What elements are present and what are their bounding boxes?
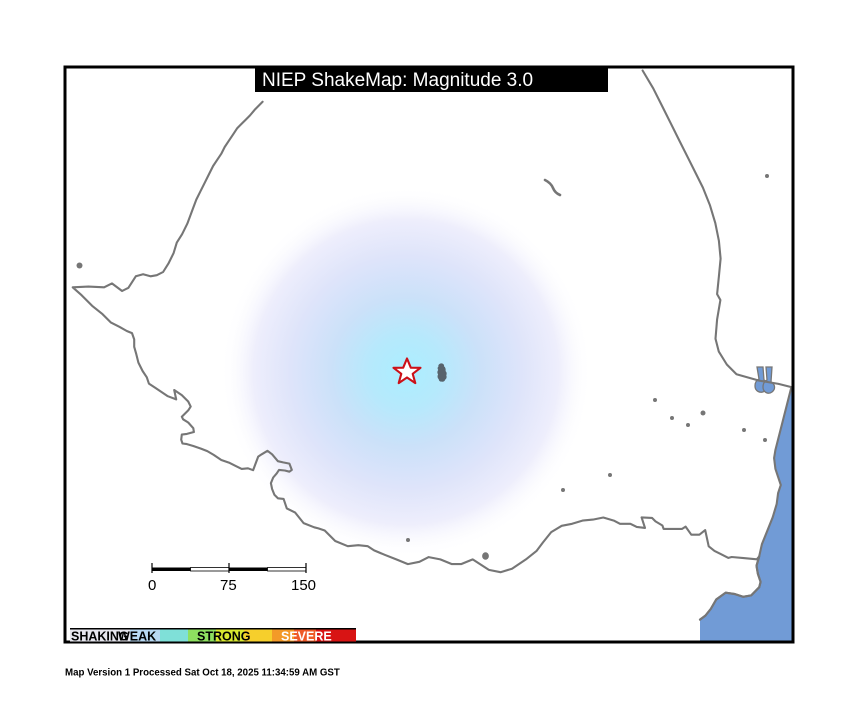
svg-text:SEVERE: SEVERE bbox=[281, 630, 332, 644]
svg-text:STRONG: STRONG bbox=[197, 630, 250, 644]
svg-text:NIEP ShakeMap: Magnitude 3.0: NIEP ShakeMap: Magnitude 3.0 bbox=[262, 70, 533, 91]
svg-text:75: 75 bbox=[220, 577, 237, 594]
svg-text:WEAK: WEAK bbox=[118, 630, 156, 644]
svg-text:150: 150 bbox=[291, 577, 316, 594]
svg-text:Map Version 1 Processed Sat Oc: Map Version 1 Processed Sat Oct 18, 2025… bbox=[65, 668, 340, 679]
svg-text:0: 0 bbox=[148, 577, 156, 594]
